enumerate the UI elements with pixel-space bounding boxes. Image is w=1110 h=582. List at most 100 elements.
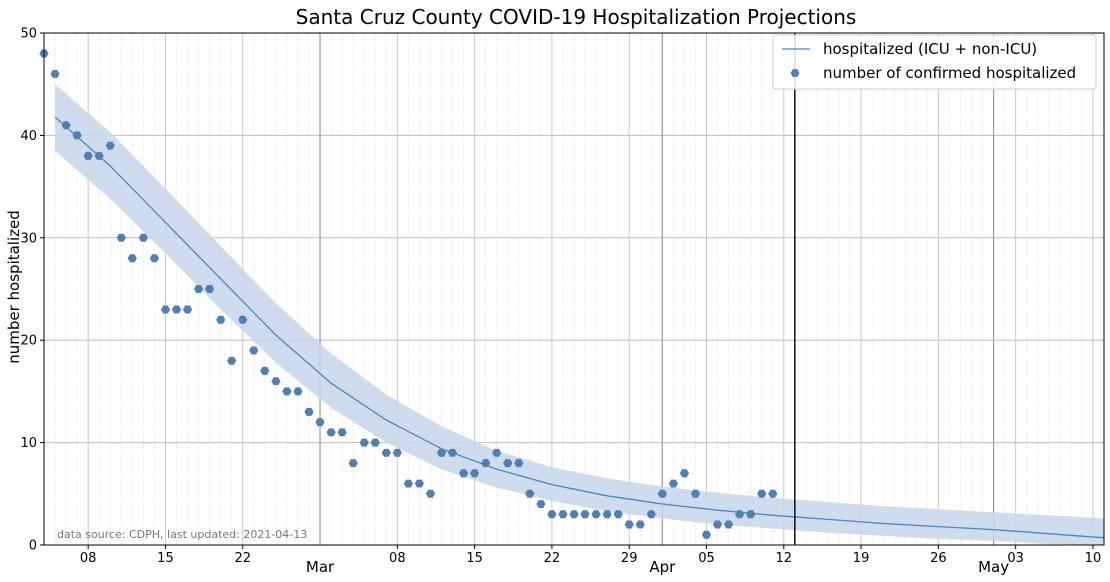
data-point — [492, 448, 502, 457]
data-point — [436, 448, 447, 457]
data-point — [50, 70, 60, 78]
y-tick-label: 40 — [20, 129, 37, 144]
data-point — [536, 500, 546, 508]
x-tick-label: 03 — [1007, 551, 1024, 566]
data-point — [260, 366, 270, 375]
data-point — [304, 407, 314, 416]
data-point — [182, 305, 193, 314]
data-point — [381, 448, 391, 457]
data-point — [149, 254, 159, 263]
data-point — [668, 479, 678, 488]
y-tick-label: 10 — [20, 436, 37, 451]
data-point — [580, 510, 590, 519]
data-point — [61, 121, 71, 130]
confidence-band — [55, 84, 1104, 545]
legend-point-label: number of confirmed hospitalized — [823, 64, 1076, 82]
y-tick-label: 30 — [20, 231, 37, 246]
data-point — [337, 428, 347, 437]
data-point — [547, 510, 557, 519]
data-point — [138, 233, 148, 242]
data-point — [635, 520, 645, 529]
data-point — [83, 151, 93, 160]
data-point — [525, 489, 535, 498]
data-point — [315, 418, 325, 427]
month-tick-label: May — [978, 558, 1009, 576]
data-point — [459, 469, 469, 478]
x-tick-label: 26 — [930, 551, 947, 566]
x-tick-label: 22 — [234, 551, 251, 566]
data-point — [503, 459, 513, 468]
data-point — [701, 530, 712, 539]
data-point — [470, 469, 480, 478]
data-point — [403, 479, 413, 488]
band-layer — [55, 84, 1104, 545]
data-point — [194, 285, 204, 293]
x-tick-label: 15 — [157, 551, 174, 566]
data-point — [679, 469, 689, 478]
data-point — [160, 305, 171, 314]
data-point — [271, 377, 281, 386]
data-point — [657, 489, 667, 498]
data-point — [249, 346, 259, 355]
data-point — [216, 315, 226, 324]
x-tick-label: 29 — [621, 551, 638, 566]
x-tick-label: 22 — [544, 551, 561, 566]
data-point — [724, 520, 734, 529]
grid-layer — [43, 32, 1105, 546]
data-point — [646, 510, 656, 519]
data-point — [326, 428, 336, 437]
data-point — [602, 510, 612, 519]
data-point — [282, 387, 292, 396]
legend-line-label: hospitalized (ICU + non-ICU) — [823, 40, 1037, 58]
data-point — [768, 489, 778, 498]
data-point — [690, 489, 701, 498]
y-tick-label: 0 — [29, 539, 37, 554]
data-point — [447, 448, 458, 457]
data-point — [72, 131, 82, 140]
data-point — [370, 438, 380, 447]
data-point — [238, 315, 248, 324]
chart-title: Santa Cruz County COVID-19 Hospitalizati… — [296, 5, 857, 29]
data-point — [735, 510, 745, 519]
line-layer — [54, 116, 1105, 539]
data-point — [481, 459, 491, 468]
data-point — [359, 438, 369, 447]
y-tick-label: 20 — [20, 334, 37, 349]
data-point — [757, 489, 767, 498]
legend-box — [772, 34, 1097, 90]
x-tick-label: 08 — [389, 551, 406, 566]
legend: hospitalized (ICU + non-ICU) number of c… — [772, 34, 1097, 90]
x-tick-label: 10 — [1085, 551, 1102, 566]
data-point — [227, 356, 237, 365]
data-point — [392, 448, 402, 457]
data-point — [348, 459, 358, 468]
data-point — [558, 510, 568, 519]
data-point — [127, 254, 137, 263]
month-tick-label: Apr — [649, 558, 676, 576]
x-tick-label: 05 — [698, 551, 715, 566]
labels-layer: 0 10 20 30 40 50 08 15 22 08 15 22 29 05 12 19 26 03 10 Mar… — [20, 27, 1101, 577]
y-axis-label: number hospitalized — [5, 210, 23, 364]
x-tick-label: 08 — [80, 551, 97, 566]
plot-frame — [43, 32, 1105, 546]
x-tick-label: 15 — [466, 551, 483, 566]
legend-point-swatch — [790, 69, 800, 77]
data-point — [105, 141, 115, 150]
x-tick-label: 19 — [853, 551, 870, 566]
data-point — [613, 510, 623, 519]
data-point — [746, 510, 756, 519]
data-source-annotation: data source: CDPH, last updated: 2021-04… — [57, 528, 307, 541]
data-point — [94, 151, 104, 160]
data-point — [205, 285, 215, 293]
data-point — [712, 520, 723, 529]
data-point — [116, 233, 126, 242]
x-tick-label: 12 — [776, 551, 793, 566]
data-point — [569, 510, 579, 519]
data-point — [514, 459, 524, 468]
month-tick-label: Mar — [306, 558, 335, 576]
points-layer — [39, 49, 778, 539]
y-tick-label: 50 — [20, 27, 37, 42]
data-point — [293, 387, 303, 396]
projection-line — [54, 116, 1105, 539]
data-point — [414, 479, 424, 488]
